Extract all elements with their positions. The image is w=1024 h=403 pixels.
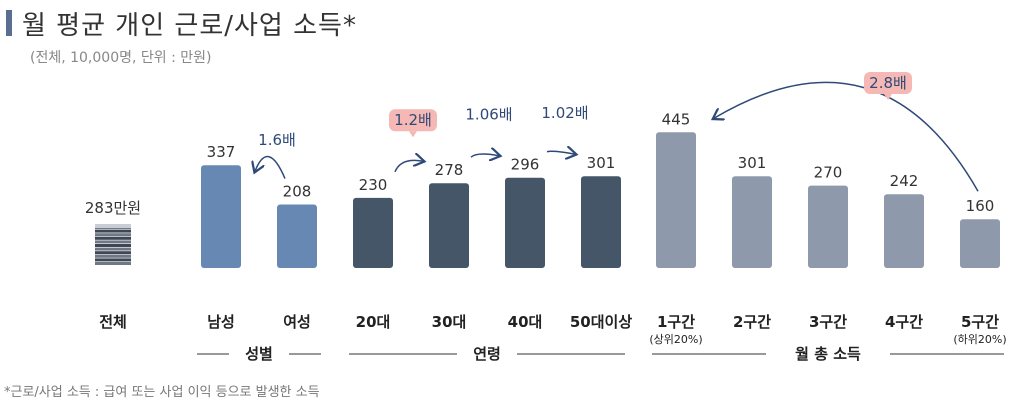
bar-value-label-0: 337 xyxy=(207,143,236,161)
total-value-label: 283만원 xyxy=(85,199,141,217)
category-label-2: 20대 xyxy=(356,313,391,331)
bar-value-label-2: 230 xyxy=(359,176,388,194)
bar-value-label-1: 208 xyxy=(283,183,312,201)
money-stack-layer xyxy=(95,247,131,251)
category-label-8: 3구간 xyxy=(809,313,847,331)
bar-3 xyxy=(429,183,469,268)
ratio-label-3: 1.02배 xyxy=(541,104,588,122)
group-label-0: 성별 xyxy=(245,345,273,363)
ratio-label-4: 2.8배 xyxy=(869,74,907,92)
bar-value-label-8: 270 xyxy=(814,164,843,182)
bar-10 xyxy=(960,219,1000,268)
bar-value-label-6: 445 xyxy=(662,110,691,128)
money-stack-layer xyxy=(95,236,131,240)
money-stack-layer xyxy=(95,258,131,262)
bar-value-label-3: 278 xyxy=(435,161,464,179)
category-label-9: 4구간 xyxy=(885,313,923,331)
bar-value-label-10: 160 xyxy=(966,197,995,215)
category-label-5: 50대이상 xyxy=(570,313,632,331)
ratio-highlight-tail-1 xyxy=(409,131,417,138)
category-note-10: (하위20%) xyxy=(953,332,1006,346)
ratio-highlight-tail-4 xyxy=(884,94,892,100)
money-stack-layer xyxy=(95,251,131,255)
bar-value-label-5: 301 xyxy=(587,154,616,172)
ratio-arrow-0 xyxy=(255,155,286,179)
ratio-label-2: 1.06배 xyxy=(465,106,512,124)
bar-2 xyxy=(353,197,393,268)
group-label-2: 월 총 소득 xyxy=(795,345,861,363)
money-stack-layer xyxy=(95,229,131,233)
total-label: 전체 xyxy=(99,313,127,331)
ratio-arrow-2 xyxy=(470,154,499,157)
money-stack-layer xyxy=(95,254,131,258)
category-label-10: 5구간 xyxy=(961,313,999,331)
category-label-4: 40대 xyxy=(508,313,543,331)
money-stack-layer xyxy=(95,262,131,265)
group-label-1: 연령 xyxy=(473,345,501,363)
ratio-label-0: 1.6배 xyxy=(258,131,296,149)
bar-0 xyxy=(201,165,241,268)
bar-value-label-9: 242 xyxy=(890,172,919,190)
category-label-0: 남성 xyxy=(207,313,235,331)
bar-1 xyxy=(277,204,317,268)
ratio-label-1: 1.2배 xyxy=(394,111,432,129)
bar-value-label-4: 296 xyxy=(511,156,540,174)
bar-4 xyxy=(505,177,545,268)
bar-8 xyxy=(808,185,848,268)
bar-value-label-7: 301 xyxy=(738,154,767,172)
money-stack-layer xyxy=(95,233,131,237)
footnote: *근로/사업 소득 : 급여 또는 사업 이익 등으로 발생한 소득 xyxy=(4,385,320,400)
category-label-7: 2구간 xyxy=(733,313,771,331)
page-title: 월 평균 개인 근로/사업 소득* xyxy=(22,11,357,41)
bar-9 xyxy=(884,194,924,268)
bar-7 xyxy=(732,176,772,268)
ratio-arrow-1 xyxy=(394,160,423,173)
money-stack-layer xyxy=(95,240,131,244)
page-subtitle: (전체, 10,000명, 단위 : 만원) xyxy=(30,50,212,66)
ratio-arrow-3 xyxy=(546,151,575,154)
category-label-3: 30대 xyxy=(432,313,467,331)
category-label-6: 1구간 xyxy=(657,313,695,331)
bar-5 xyxy=(581,176,621,268)
money-stack-layer xyxy=(95,244,131,247)
money-stack-top xyxy=(95,224,131,228)
category-note-6: (상위20%) xyxy=(649,333,702,346)
ratio-highlight-1 xyxy=(389,109,437,132)
category-label-1: 여성 xyxy=(283,313,311,331)
ratio-highlight-4 xyxy=(864,72,912,94)
bar-6 xyxy=(656,132,696,268)
title-accent-bar xyxy=(6,10,12,36)
ratio-arrow-4 xyxy=(714,81,979,192)
